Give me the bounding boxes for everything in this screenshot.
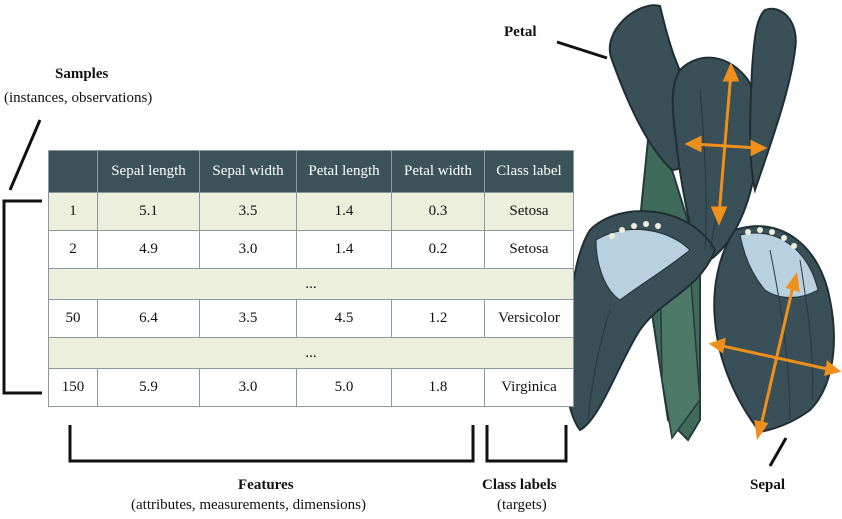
cell-index: 50 [48,299,98,338]
cell-class-label: Versicolor [484,299,574,338]
features-bracket [68,425,475,463]
ellipsis-cell: ... [48,337,574,369]
table-row: 2 4.9 3.0 1.4 0.2 Setosa [48,230,574,269]
header-cell-index [48,150,98,193]
samples-bracket [2,199,42,395]
iris-flower-illustration [563,4,835,442]
cell-sepal-width: 3.0 [199,230,297,269]
cell-sepal-width: 3.5 [199,299,297,338]
cell-sepal-length: 5.9 [97,368,200,407]
cell-petal-length: 1.4 [296,230,392,269]
cell-class-label: Setosa [484,192,574,231]
cell-petal-length: 5.0 [296,368,392,407]
cell-sepal-length: 4.9 [97,230,200,269]
table-row: 1 5.1 3.5 1.4 0.3 Setosa [48,192,574,231]
ellipsis-cell: ... [48,268,574,300]
cell-class-label: Virginica [484,368,574,407]
table-header-row: Sepal length Sepal width Petal length Pe… [48,150,574,193]
header-petal-length: Petal length [296,150,392,193]
table-row: 50 6.4 3.5 4.5 1.2 Versicolor [48,299,574,338]
header-class-label: Class label [484,150,574,193]
table-row-ellipsis: ... [48,268,574,300]
table-row: 150 5.9 3.0 5.0 1.8 Virginica [48,368,574,407]
sepal-label: Sepal [750,477,786,493]
petal-pointer-line [556,40,608,60]
cell-petal-width: 1.2 [391,299,485,338]
cell-sepal-width: 3.5 [199,192,297,231]
cell-petal-width: 0.3 [391,192,485,231]
class-labels-bracket [485,425,568,463]
sepal-pointer-line [768,437,788,467]
cell-sepal-width: 3.0 [199,368,297,407]
cell-petal-length: 1.4 [296,192,392,231]
cell-sepal-length: 5.1 [97,192,200,231]
features-subtitle: (attributes, measurements, dimensions) [131,497,366,513]
header-sepal-width: Sepal width [199,150,297,193]
header-petal-width: Petal width [391,150,485,193]
cell-petal-width: 1.8 [391,368,485,407]
iris-data-table: Sepal length Sepal width Petal length Pe… [48,150,574,407]
cell-index: 150 [48,368,98,407]
header-sepal-length: Sepal length [97,150,200,193]
measurement-arrows [684,62,842,441]
cell-petal-length: 4.5 [296,299,392,338]
class-labels-subtitle: (targets) [497,497,547,513]
cell-index: 2 [48,230,98,269]
cell-sepal-length: 6.4 [97,299,200,338]
samples-subtitle: (instances, observations) [4,90,153,106]
cell-index: 1 [48,192,98,231]
class-labels-title: Class labels [482,477,557,493]
cell-class-label: Setosa [484,230,574,269]
samples-title: Samples [55,66,109,82]
samples-pointer-line [8,119,42,191]
table-row-ellipsis: ... [48,337,574,369]
features-title: Features [238,477,294,493]
cell-petal-width: 0.2 [391,230,485,269]
petal-label: Petal [504,24,537,40]
